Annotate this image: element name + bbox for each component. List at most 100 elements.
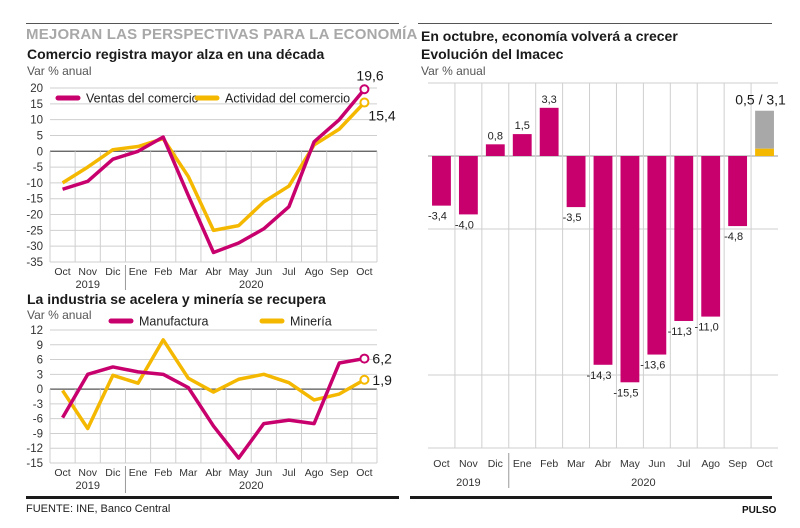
x-tick-label: May	[620, 458, 641, 470]
x-tick-label: Dic	[105, 266, 120, 278]
x-tick-label: Mar	[567, 458, 586, 470]
bottom-rule-left	[26, 496, 399, 499]
bar-value-label: -4,8	[724, 231, 743, 243]
x-tick-label: Sep	[330, 467, 349, 479]
bar-value-label: 0,8	[488, 130, 503, 142]
x-tick-label: Sep	[728, 458, 747, 470]
x-tick-label: Nov	[78, 467, 97, 479]
y-tick-label: -12	[26, 443, 43, 455]
x-tick-label: Abr	[595, 458, 612, 470]
bar-value-label: -13,6	[640, 360, 665, 372]
bar	[458, 156, 478, 215]
y-tick-label: 15	[30, 99, 43, 111]
y-tick-label: -3	[33, 399, 43, 411]
x-tick-label: Ago	[305, 467, 324, 479]
bar	[593, 156, 613, 365]
end-value-label-1: 15,4	[368, 108, 395, 124]
chart-industria: 12 9 6 3 0 -3 -6 -9 -12 -15 Oct Nov Dic Ene Feb Mar Abr M…	[26, 315, 392, 493]
bar	[512, 134, 532, 156]
bar	[674, 156, 694, 321]
bar-value-label: -3,4	[428, 211, 447, 223]
bar-value-label: -11,3	[668, 326, 692, 338]
bar-value-label: -3,5	[563, 212, 582, 224]
x-tick-label: Nov	[78, 266, 97, 278]
y-tick-label: 3	[37, 369, 43, 381]
x-tick-label: Abr	[205, 266, 222, 278]
x-tick-label: Dic	[488, 458, 503, 470]
y-tick-label: 10	[30, 115, 43, 127]
x-tick-label: Oct	[356, 467, 372, 479]
x-tick-label: Oct	[54, 467, 70, 479]
supertitle: MEJORAN LAS PERSPECTIVAS PARA LA ECONOMÍ…	[26, 26, 418, 43]
bar	[566, 156, 586, 208]
end-marker-1	[359, 374, 370, 385]
y-tick-label: 9	[37, 340, 43, 352]
forecast-label: 0,5 / 3,1	[735, 92, 786, 108]
x-tick-label: Jul	[677, 458, 690, 470]
top-rule-right	[418, 23, 772, 24]
y-tick-label: 0	[37, 146, 43, 158]
x-tick-label: Jul	[282, 266, 295, 278]
x-tick-label: Abr	[205, 467, 222, 479]
series-line-0	[61, 356, 365, 460]
y-tick-label: -6	[33, 414, 43, 426]
x-tick-label: Ene	[129, 467, 148, 479]
legend-label-0: Manufactura	[139, 315, 209, 329]
bar	[620, 156, 640, 383]
bar	[647, 156, 667, 355]
legend-label-1: Actividad del comercio	[225, 92, 350, 106]
x-tick-label: Jun	[255, 266, 272, 278]
end-marker-0	[359, 84, 370, 95]
x-tick-label: Oct	[756, 458, 772, 470]
y-tick-label: 5	[37, 130, 43, 142]
end-value-label-0: 19,6	[356, 67, 383, 83]
y-tick-label: -9	[33, 428, 43, 440]
bar-value-label: -14,3	[586, 370, 611, 382]
chart-comercio: 20 15 10 5 0 -5 -10 -15 -20 -25 -30 -35 Oct Nov Dic Ene…	[26, 67, 396, 290]
legend-label-1: Minería	[290, 315, 332, 329]
y-tick-label: -15	[26, 458, 43, 470]
bar	[728, 156, 748, 227]
x-tick-label: Jun	[255, 467, 272, 479]
year-label: 2020	[239, 480, 263, 492]
chart-imacec: -3,4 -4,0 0,8 1,5 3,3 -3,5 -14,3-15,5 -13,6 -11,…	[428, 82, 786, 489]
bar	[701, 156, 721, 317]
x-tick-label: Mar	[179, 266, 198, 278]
y-tick-label: -20	[26, 210, 43, 222]
legend-label-0: Ventas del comercio	[86, 92, 199, 106]
y-tick-label: -15	[26, 194, 43, 206]
y-tick-label: -30	[26, 241, 43, 253]
x-tick-label: Feb	[540, 458, 558, 470]
x-tick-label: Jun	[648, 458, 665, 470]
brand-logo: PULSO	[742, 505, 777, 516]
year-label: 2019	[75, 480, 99, 492]
x-tick-label: May	[229, 266, 250, 278]
y-tick-label: -5	[33, 162, 43, 174]
end-marker-0	[359, 353, 370, 364]
top-rule-left	[26, 23, 399, 24]
x-tick-label: May	[229, 467, 250, 479]
year-label: 2019	[456, 477, 480, 489]
bar	[539, 107, 559, 156]
forecast-low-bar	[755, 148, 774, 156]
y-tick-label: 12	[30, 325, 43, 337]
bar	[432, 156, 451, 206]
chart3-subtitle: Evolución del Imacec	[421, 46, 564, 62]
source-note: FUENTE: INE, Banco Central	[26, 503, 171, 515]
chart3-ylabel: Var % anual	[421, 64, 486, 78]
bar-value-label: 3,3	[542, 94, 557, 106]
x-tick-label: Feb	[154, 467, 172, 479]
bar-value-label: -11,0	[695, 322, 719, 334]
x-tick-label: Mar	[179, 467, 198, 479]
x-tick-label: Oct	[54, 266, 70, 278]
bar-value-label: 1,5	[515, 120, 530, 132]
x-tick-label: Sep	[330, 266, 349, 278]
y-tick-label: -25	[26, 225, 43, 237]
x-tick-label: Oct	[356, 266, 372, 278]
chart1-title: Comercio registra mayor alza en una déca…	[27, 46, 325, 62]
end-value-label-1: 1,9	[372, 372, 392, 388]
chart2-title: La industria se acelera y minería se rec…	[27, 291, 326, 307]
series-line-0	[62, 88, 366, 255]
year-label: 2020	[631, 477, 655, 489]
bar	[485, 144, 505, 156]
